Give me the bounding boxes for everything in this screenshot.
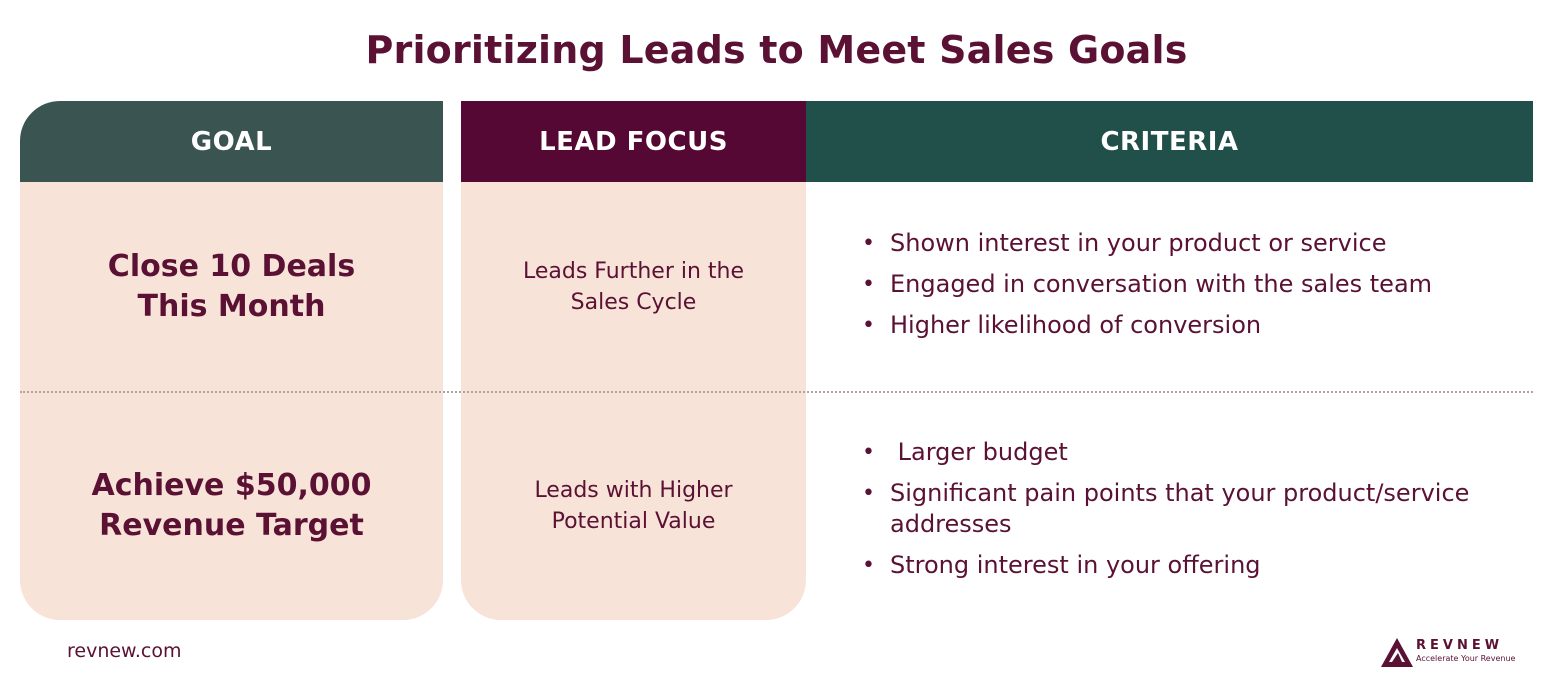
focus-1-line-2: Sales Cycle — [570, 290, 697, 315]
focus-cell-2: Leads with Higher Potential Value — [461, 392, 806, 620]
logo-name: REVNEW — [1416, 638, 1504, 653]
focus-cell-1: Leads Further in the Sales Cycle — [461, 182, 806, 392]
goal-text-1: Close 10 Deals This Month — [108, 247, 355, 327]
criteria-column: CRITERIA Shown interest in your product … — [806, 101, 1533, 620]
focus-2-line-1: Leads with Higher — [534, 478, 733, 503]
goal-cell-2: Achieve $50,000 Revenue Target — [20, 392, 443, 620]
focus-text-2: Leads with Higher Potential Value — [534, 475, 732, 537]
revnew-logo: REVNEW Accelerate Your Revenue — [1380, 636, 1515, 670]
criteria-item: Larger budget — [862, 437, 1502, 468]
goal-text-2: Achieve $50,000 Revenue Target — [92, 466, 372, 546]
goal-2-line-2: Revenue Target — [99, 508, 364, 543]
focus-1-line-1: Leads Further in the — [522, 259, 745, 284]
criteria-header: CRITERIA — [806, 101, 1533, 182]
page-title: Prioritizing Leads to Meet Sales Goals — [365, 28, 1188, 72]
goal-1-line-1: Close 10 Deals — [107, 249, 356, 284]
criteria-item: Higher likelihood of conversion — [862, 310, 1502, 341]
criteria-list-1: Shown interest in your product or servic… — [862, 228, 1502, 351]
focus-text-1: Leads Further in the Sales Cycle — [523, 256, 744, 318]
goal-2-line-1: Achieve $50,000 — [91, 468, 372, 503]
lead-focus-header: LEAD FOCUS — [461, 101, 806, 182]
goal-column: GOAL Close 10 Deals This Month Achieve $… — [20, 101, 443, 620]
footer-site-link[interactable]: revnew.com — [67, 640, 182, 662]
logo-tagline: Accelerate Your Revenue — [1416, 654, 1516, 663]
goal-header: GOAL — [20, 101, 443, 182]
focus-2-line-2: Potential Value — [551, 509, 716, 534]
goal-cell-1: Close 10 Deals This Month — [20, 182, 443, 392]
criteria-list-2: Larger budget Significant pain points th… — [862, 437, 1514, 591]
criteria-item: Shown interest in your product or servic… — [862, 228, 1502, 259]
criteria-item: Engaged in conversation with the sales t… — [862, 269, 1502, 300]
mountain-logo-icon — [1381, 638, 1413, 667]
criteria-item: Strong interest in your offering — [862, 550, 1502, 581]
goal-1-line-2: This Month — [137, 289, 326, 324]
criteria-item: Significant pain points that your produc… — [862, 478, 1514, 540]
row-divider — [20, 391, 1533, 393]
lead-focus-column: LEAD FOCUS Leads Further in the Sales Cy… — [461, 101, 806, 620]
